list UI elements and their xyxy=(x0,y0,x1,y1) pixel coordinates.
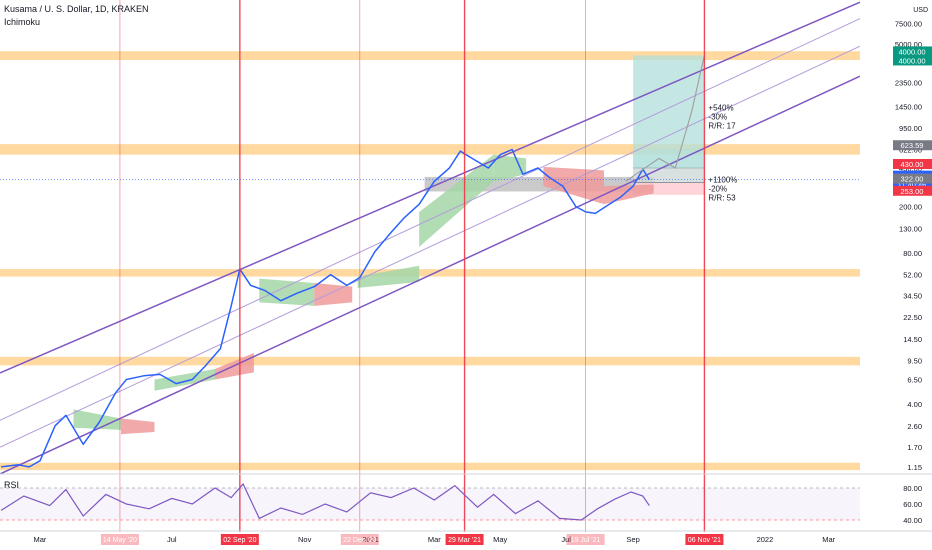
rsi-line xyxy=(0,482,650,521)
date-marker-label: 19 Jul '21 xyxy=(571,537,601,544)
price-tick-label: 52.00 xyxy=(903,271,922,280)
channel-lower-line xyxy=(0,75,860,474)
price-badge-label: 4000.00 xyxy=(898,56,925,65)
rsi-band xyxy=(0,488,860,520)
lower-trade-annotation: R/R: 53 xyxy=(708,194,736,203)
price-tick-label: 80.00 xyxy=(903,249,922,258)
currency-label: USD xyxy=(913,7,928,14)
price-badge xyxy=(893,46,932,57)
price-tick-label: 6.50 xyxy=(907,376,922,385)
price-badge-label: 4000.00 xyxy=(898,47,925,56)
price-badge-label: 623.59 xyxy=(901,141,924,150)
ichimoku-cloud-segment xyxy=(121,418,155,435)
date-marker-label: 02 Sep '20 xyxy=(223,537,256,544)
price-badge xyxy=(893,185,932,196)
lower-trade-annotation: +1100% xyxy=(708,176,737,185)
upper-trade-annotation: -30% xyxy=(708,113,727,122)
date-marker-label: 29 Mar '21 xyxy=(448,537,481,544)
price-badge xyxy=(893,158,932,169)
horizontal-zone xyxy=(0,51,860,61)
price-tick-label: 2350.00 xyxy=(895,78,922,87)
position-profit-zone xyxy=(633,149,705,183)
channel-inner-upper-line xyxy=(0,18,860,421)
price-tick-label: 5000.00 xyxy=(895,40,922,49)
ichimoku-cloud-segment xyxy=(603,184,654,205)
channel-mid-line xyxy=(0,45,860,448)
price-tick-label: 7500.00 xyxy=(895,20,922,29)
price-badge xyxy=(893,173,932,184)
time-tick-label: Mar xyxy=(428,535,441,544)
ichimoku-cloud-segment xyxy=(154,369,215,391)
time-tick-label: Nov xyxy=(298,535,312,544)
date-marker-badge xyxy=(100,534,139,545)
rsi-tick-label: 40.00 xyxy=(903,516,922,525)
symbol-title: Kusama / U. S. Dollar, 1D, KRAKEN xyxy=(4,4,149,14)
time-tick-label: Mar xyxy=(34,535,47,544)
date-marker-label: 06 Nov '21 xyxy=(688,537,721,544)
date-marker-badge xyxy=(685,534,724,545)
upper-trade-annotation: R/R: 17 xyxy=(708,122,736,131)
price-tick-label: 2.60 xyxy=(907,422,922,431)
indicator-label: Ichimoku xyxy=(4,17,41,27)
price-tick-label: 200.00 xyxy=(899,203,922,212)
time-tick-label: 2021 xyxy=(362,535,379,544)
price-tick-label: 34.50 xyxy=(903,291,922,300)
horizontal-zone xyxy=(0,356,860,366)
price-tick-label: 14.50 xyxy=(903,335,922,344)
price-line xyxy=(1,148,650,468)
ichimoku-cloud-segment xyxy=(73,409,122,430)
ichimoku-cloud-segment xyxy=(314,283,353,306)
date-marker-label: 14 May '20 xyxy=(103,537,137,544)
price-tick-label: 22.50 xyxy=(903,313,922,322)
rsi-tick-label: 60.00 xyxy=(903,500,922,509)
price-badge-label: 322.00 xyxy=(901,175,924,184)
rsi-label: RSI xyxy=(4,480,20,490)
price-badge xyxy=(893,140,932,151)
time-tick-label: Sep xyxy=(626,535,639,544)
horizontal-zone xyxy=(0,269,860,277)
time-tick-label: 2022 xyxy=(757,535,774,544)
horizontal-zone xyxy=(0,462,860,471)
price-tick-label: 1.15 xyxy=(907,463,922,472)
time-tick-label: Jul xyxy=(561,535,571,544)
date-marker-label: 22 Dec '20 xyxy=(343,537,376,544)
price-badge-label: 11:40:46 xyxy=(898,181,927,190)
price-tick-label: 9.50 xyxy=(907,356,922,365)
price-tick-label: 1450.00 xyxy=(895,103,922,112)
date-marker-badge xyxy=(220,534,259,545)
price-badge-label: 253.00 xyxy=(901,187,924,196)
ichimoku-cloud-segment xyxy=(543,166,604,205)
plot-area xyxy=(0,1,860,474)
price-tick-label: 130.00 xyxy=(899,224,922,233)
ichimoku-cloud-segment xyxy=(259,278,315,306)
date-marker-badge xyxy=(340,534,379,545)
time-tick-label: Mar xyxy=(822,535,835,544)
price-badge xyxy=(893,55,932,66)
ichimoku-cloud-segment xyxy=(357,265,420,288)
rsi-tick-label: 80.00 xyxy=(903,484,922,493)
date-marker-badge xyxy=(566,534,605,545)
lower-trade-annotation: -20% xyxy=(708,185,727,194)
projection-path xyxy=(625,55,705,182)
price-badge xyxy=(893,179,932,190)
ichimoku-cloud-segment xyxy=(419,154,494,247)
price-tick-label: 950.00 xyxy=(899,124,922,133)
price-tick-label: 1.70 xyxy=(907,443,922,452)
time-tick-label: May xyxy=(493,535,507,544)
time-tick-label: Jul xyxy=(167,535,177,544)
upper-trade-annotation: +540% xyxy=(708,104,733,113)
horizontal-zone xyxy=(0,144,860,155)
price-tick-label: 4.00 xyxy=(907,400,922,409)
date-marker-badge xyxy=(445,534,484,545)
price-badge-label: 430.00 xyxy=(901,160,924,169)
